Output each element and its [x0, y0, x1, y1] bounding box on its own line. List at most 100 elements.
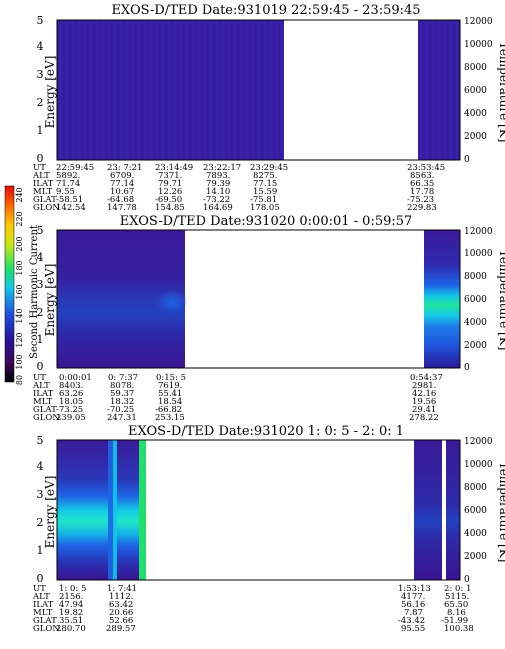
orbit-mlt: 15.59 [253, 187, 277, 197]
y2-tick-label: 8000 [464, 272, 487, 282]
orbit-ut: 0:00:01 [59, 373, 92, 383]
y-axis-label: Energy [eV] [43, 264, 57, 337]
orbit-ilat: 79.39 [206, 179, 230, 189]
orbit-mlt: 17.78 [410, 187, 434, 197]
panel-2-title: EXOS-D/TED Date:931020 0:00:01 - 0:59:57 [120, 214, 413, 229]
orbit-mlt: 19.56 [412, 397, 436, 407]
colorbar-tick: 220 [15, 211, 24, 226]
panel-1-orbit-table: UT ALT ILAT MLT GLAT GLON 22:59:45 5892.… [32, 163, 445, 213]
orbit-ut: 0: 7:37 [108, 373, 138, 383]
orbit-column: 2: 0: 1 5115. 65.50 8.16 -51.99 100.38 [441, 584, 474, 634]
panel-3-gap-line [443, 484, 446, 554]
y2-tick-label: 2000 [464, 341, 487, 351]
y2-tick-label: 8000 [464, 63, 487, 73]
orbit-row-label: UT [33, 163, 46, 173]
y2-tick-label: 12000 [464, 437, 493, 447]
orbit-mlt: 12.26 [158, 187, 182, 197]
y-tick-label: 3 [37, 488, 44, 501]
orbit-glat: 29.41 [412, 405, 436, 415]
orbit-mlt: 18.54 [158, 397, 182, 407]
y2-tick-label: 0 [464, 155, 470, 165]
panel-3-plot [56, 439, 461, 581]
orbit-ilat: 56.16 [401, 600, 425, 610]
colorbar-tick: 120 [15, 332, 24, 347]
y2-tick-label: 0 [464, 575, 470, 585]
orbit-row-label: GLON [33, 413, 60, 423]
orbit-alt: 7371. [158, 171, 182, 181]
panel-1-title: EXOS-D/TED Date:931019 22:59:45 - 23:59:… [111, 3, 420, 18]
orbit-mlt: 18.32 [110, 397, 134, 407]
orbit-glat: 35.51 [59, 616, 83, 626]
orbit-glat: -75.81 [250, 195, 277, 205]
orbit-glat: 52.66 [109, 616, 133, 626]
y-tick-label: 1 [37, 333, 44, 346]
y-tick-label: 3 [37, 68, 44, 81]
orbit-row-label: ILAT [33, 179, 54, 189]
orbit-mlt: 20.66 [109, 608, 133, 618]
orbit-alt: 7893. [206, 171, 230, 181]
y2-axis-label: Temperature [K] [497, 42, 505, 143]
orbit-row-label: GLON [33, 203, 60, 213]
panel-1-segment-2 [418, 20, 460, 160]
orbit-row-label: UT [33, 373, 46, 383]
colorbar-tick: 240 [15, 187, 24, 202]
y-tick-label: 2 [37, 516, 44, 529]
y-tick-label: 0 [37, 572, 44, 585]
orbit-row-label: MLT [33, 187, 53, 197]
panel-1-plot [56, 19, 461, 161]
panel-2-segment-2 [424, 230, 460, 368]
y-tick-label: 1 [37, 124, 44, 137]
panel-2-yaxis-right: 0 2000 4000 6000 8000 10000 12000 Temper… [464, 227, 505, 373]
orbit-ut: 23:53:45 [407, 163, 445, 173]
orbit-glon: 100.38 [444, 624, 474, 634]
orbit-glon: 229.83 [407, 203, 437, 213]
orbit-ilat: 77.15 [253, 179, 277, 189]
colorbar-tick: 100 [15, 354, 24, 369]
y-tick-label: 4 [37, 251, 44, 264]
orbit-column: 23:53:45 8563. 66.35 17.78 -75.23 229.83 [407, 163, 445, 213]
orbit-ilat: 42.16 [412, 389, 436, 399]
orbit-glon: 147.78 [107, 203, 137, 213]
orbit-column: 23: 7:21 6709. 77.14 10.67 -64.68 147.78 [107, 163, 142, 213]
orbit-ilat: 71.74 [56, 179, 80, 189]
y2-tick-label: 12000 [464, 17, 493, 27]
colorbar: 240 220 200 180 160 140 120 100 80 Secon… [4, 185, 40, 385]
panel-3-segment-2 [414, 440, 442, 580]
y-tick-label: 0 [37, 360, 44, 373]
y2-tick-label: 8000 [464, 483, 487, 493]
orbit-row-label: ALT [32, 592, 50, 602]
y-tick-label: 4 [37, 40, 44, 53]
orbit-ilat: 77.14 [110, 179, 134, 189]
y-tick-label: 2 [37, 96, 44, 109]
orbit-column: 23:29:45 8275. 77.15 15.59 -75.81 178.05 [250, 163, 288, 213]
orbit-alt: 8275. [253, 171, 277, 181]
orbit-glat: -58.51 [56, 195, 83, 205]
orbit-ilat: 63.42 [109, 600, 133, 610]
y-axis-label: Energy [eV] [43, 476, 57, 549]
y2-tick-label: 6000 [464, 506, 487, 516]
orbit-column: 1:53:13 4177. 56.16 7.87 -43.42 95.55 [398, 584, 431, 634]
orbit-row-label: GLON [33, 624, 60, 634]
orbit-glat: -73.22 [203, 195, 230, 205]
orbit-column: 23:22:17 7893. 79.39 14.10 -73.22 164.69 [203, 163, 241, 213]
orbit-mlt: 19.82 [59, 608, 83, 618]
y2-tick-label: 4000 [464, 109, 487, 119]
orbit-glon: 142.54 [56, 203, 86, 213]
orbit-glat: -70.25 [107, 405, 134, 415]
orbit-ilat: 55.41 [158, 389, 182, 399]
orbit-glon: 247.31 [107, 413, 137, 423]
orbit-alt: 5115. [445, 592, 469, 602]
orbit-ut: 23: 7:21 [107, 163, 142, 173]
panel-3-frame [56, 439, 461, 581]
orbit-glat: -69.50 [155, 195, 182, 205]
orbit-alt: 8563. [410, 171, 434, 181]
orbit-column: 0: 7:37 8078. 59.37 18.32 -70.25 247.31 [107, 373, 138, 423]
orbit-ut: 2: 0: 1 [444, 584, 471, 594]
orbit-row-label: GLAT [33, 405, 57, 415]
orbit-row-label: UT [33, 584, 46, 594]
orbit-column: 1: 0: 5 2156. 47.94 19.82 35.51 280.70 [56, 584, 86, 634]
y2-tick-label: 10000 [464, 40, 493, 50]
panel-2: EXOS-D/TED Date:931020 0:00:01 - 0:59:57… [32, 214, 505, 423]
colorbar-tick: 160 [15, 284, 24, 299]
